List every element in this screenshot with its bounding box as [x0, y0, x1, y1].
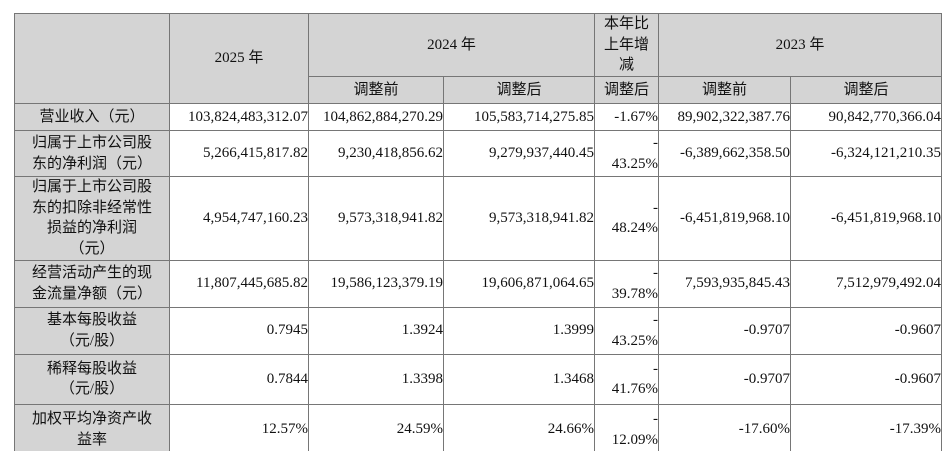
cell-2024-before: 19,586,123,379.19: [308, 259, 444, 308]
cell-2024-after: 9,573,318,941.82: [442, 176, 596, 261]
header-year-2025: 2025 年: [169, 12, 309, 105]
cell-2023-after: -0.9607: [790, 306, 943, 355]
header-yoy-after-adjust: 调整后: [594, 76, 660, 105]
cell-yoy: -1.67%: [594, 103, 660, 132]
cell-2023-before: -0.9707: [658, 353, 792, 405]
cell-2023-after: -6,324,121,210.35: [790, 130, 943, 178]
header-2024-before-adjust: 调整前: [308, 76, 444, 105]
cell-2023-after: -0.9607: [790, 353, 943, 405]
cell-yoy: - 12.09%: [594, 403, 660, 451]
header-corner-cell: [14, 12, 170, 105]
cell-yoy: - 41.76%: [594, 353, 660, 405]
row-label: 归属于上市公司股 东的扣除非经常性 损益的净利润 （元）: [14, 176, 170, 261]
cell-2025: 12.57%: [169, 403, 309, 451]
header-2023-after-adjust: 调整后: [790, 76, 943, 105]
cell-2023-after: 7,512,979,492.04: [790, 259, 943, 308]
row-label: 经营活动产生的现 金流量净额（元）: [14, 259, 170, 308]
cell-2024-after: 1.3468: [442, 353, 596, 405]
cell-2025: 0.7844: [169, 353, 309, 405]
cell-2025: 103,824,483,312.07: [169, 103, 309, 132]
cell-2024-before: 104,862,884,270.29: [308, 103, 444, 132]
cell-2023-before: 89,902,322,387.76: [658, 103, 792, 132]
cell-2023-before: -17.60%: [658, 403, 792, 451]
cell-yoy: - 43.25%: [594, 130, 660, 178]
cell-2024-before: 9,573,318,941.82: [308, 176, 444, 261]
cell-2025: 11,807,445,685.82: [169, 259, 309, 308]
cell-2024-after: 1.3999: [442, 306, 596, 355]
cell-2025: 5,266,415,817.82: [169, 130, 309, 178]
cell-2023-after: 90,842,770,366.04: [790, 103, 943, 132]
cell-2023-before: -6,389,662,358.50: [658, 130, 792, 178]
header-2023-before-adjust: 调整前: [658, 76, 792, 105]
table-row-revenue: 营业收入（元） 103,824,483,312.07 104,862,884,2…: [14, 103, 943, 132]
cell-2025: 0.7945: [169, 306, 309, 355]
cell-2024-before: 1.3398: [308, 353, 444, 405]
cell-2025: 4,954,747,160.23: [169, 176, 309, 261]
cell-2024-after: 105,583,714,275.85: [442, 103, 596, 132]
table-row-basic-eps: 基本每股收益 （元/股） 0.7945 1.3924 1.3999 - 43.2…: [14, 306, 943, 355]
table-row-diluted-eps: 稀释每股收益 （元/股） 0.7844 1.3398 1.3468 - 41.7…: [14, 353, 943, 405]
cell-2024-after: 9,279,937,440.45: [442, 130, 596, 178]
header-year-2023: 2023 年: [658, 12, 943, 78]
cell-2023-after: -6,451,819,968.10: [790, 176, 943, 261]
cell-yoy: - 43.25%: [594, 306, 660, 355]
cell-2023-before: -6,451,819,968.10: [658, 176, 792, 261]
header-yoy-change: 本年比 上年增 减: [594, 12, 660, 78]
table-row-net-profit-excl-nonrecurring: 归属于上市公司股 东的扣除非经常性 损益的净利润 （元） 4,954,747,1…: [14, 176, 943, 261]
financial-summary-table: 2025 年 2024 年 本年比 上年增 减 2023 年 调整前 调整后 调…: [14, 12, 943, 451]
table-row-weighted-avg-roe: 加权平均净资产收 益率 12.57% 24.59% 24.66% - 12.09…: [14, 403, 943, 451]
cell-2024-before: 9,230,418,856.62: [308, 130, 444, 178]
cell-2024-before: 24.59%: [308, 403, 444, 451]
cell-yoy: - 48.24%: [594, 176, 660, 261]
row-label: 基本每股收益 （元/股）: [14, 306, 170, 355]
cell-yoy: - 39.78%: [594, 259, 660, 308]
header-2024-after-adjust: 调整后: [442, 76, 596, 105]
header-row-sub: 调整前 调整后 调整后 调整前 调整后: [15, 76, 943, 105]
row-label: 营业收入（元）: [14, 103, 170, 132]
cell-2023-before: -0.9707: [658, 306, 792, 355]
cell-2023-before: 7,593,935,845.43: [658, 259, 792, 308]
header-row-groups: 2025 年 2024 年 本年比 上年增 减 2023 年: [14, 12, 943, 105]
table-row-operating-cash-flow: 经营活动产生的现 金流量净额（元） 11,807,445,685.82 19,5…: [14, 259, 943, 308]
cell-2024-before: 1.3924: [308, 306, 444, 355]
cell-2024-after: 19,606,871,064.65: [442, 259, 596, 308]
row-label: 稀释每股收益 （元/股）: [14, 353, 170, 405]
row-label: 归属于上市公司股 东的净利润（元）: [14, 130, 170, 178]
cell-2024-after: 24.66%: [442, 403, 596, 451]
row-label: 加权平均净资产收 益率: [14, 403, 170, 451]
cell-2023-after: -17.39%: [790, 403, 943, 451]
table-row-net-profit: 归属于上市公司股 东的净利润（元） 5,266,415,817.82 9,230…: [14, 130, 943, 178]
header-year-2024: 2024 年: [307, 12, 596, 78]
